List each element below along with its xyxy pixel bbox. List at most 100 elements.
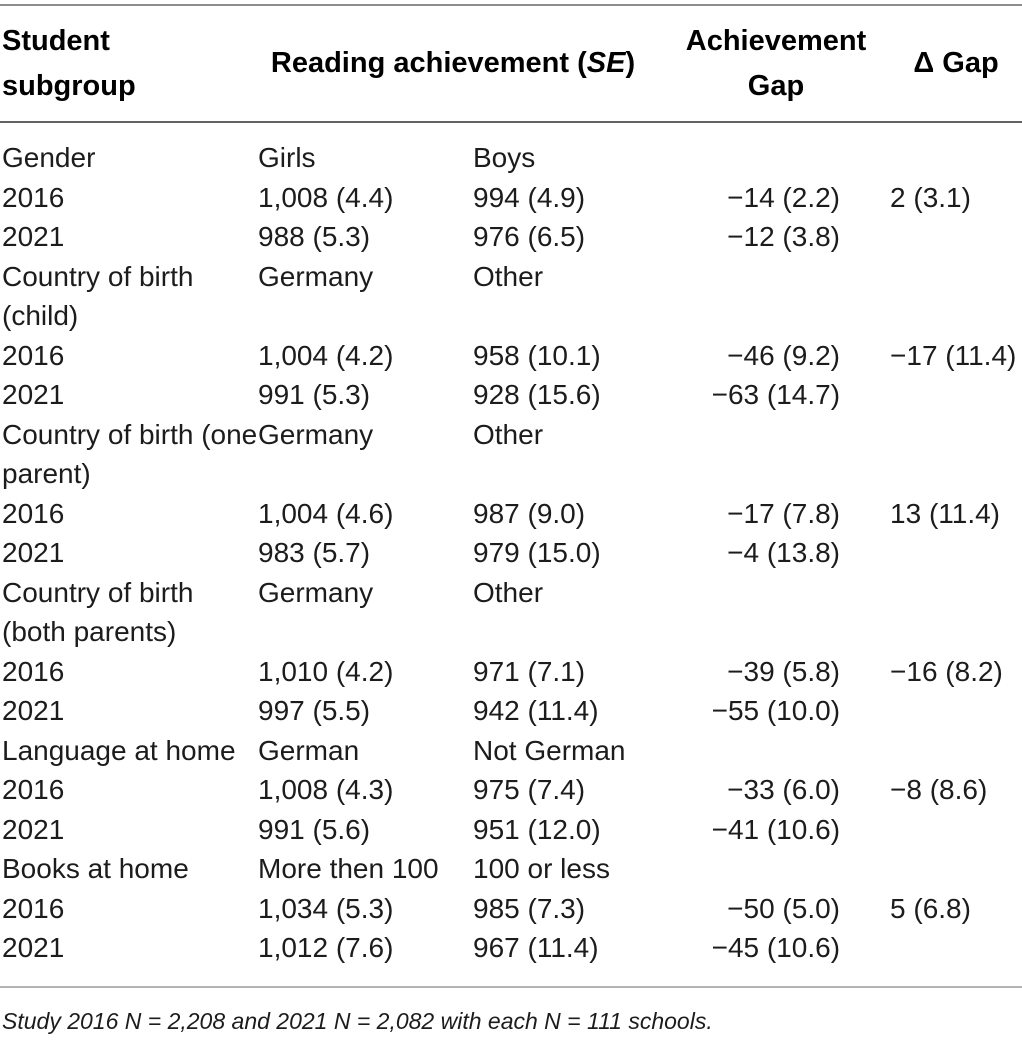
- table-cell-c4: −41 (10.6): [711, 813, 841, 845]
- results-table: Student subgroup Reading achievement (SE…: [0, 4, 1022, 968]
- table-cell-c5: −17 (11.4): [890, 339, 1017, 371]
- table-cell-c3: 928 (15.6): [473, 379, 601, 410]
- table-row: 2016 1,004 (4.6) 987 (9.0) −17 (7.8) 13 (11.…: [0, 494, 1022, 534]
- table-cell-c4: [648, 257, 840, 336]
- table-cell-c1: 2021: [2, 379, 65, 410]
- table-cell-c2: 1,034 (5.3): [258, 892, 394, 924]
- table-cell-c3: 967 (11.4): [473, 932, 599, 963]
- table-cell-c3: 979 (15.0): [473, 537, 601, 568]
- table-cell-c2: More then 100: [258, 853, 439, 884]
- table-cell-c4: −12 (3.8): [727, 221, 841, 252]
- table-cell-c4: [648, 849, 840, 889]
- table-cell-c3: 951 (12.0): [473, 813, 601, 845]
- table-cell-c4: −14 (2.2): [727, 181, 841, 213]
- table-header: Student subgroup Reading achievement (SE…: [0, 5, 1022, 122]
- table-cell-c1: 2021: [2, 695, 65, 726]
- table-cell-c2: Girls: [258, 142, 316, 173]
- table-cell-c5: [840, 928, 1022, 968]
- table-cell-c4: −33 (6.0): [727, 774, 841, 805]
- table-cell-c4: −45 (10.6): [711, 932, 841, 963]
- table-cell-c5: 13 (11.4): [890, 497, 1001, 529]
- table-cell-c2: 988 (5.3): [258, 221, 371, 252]
- table-cell-c5: [840, 217, 1022, 257]
- header-achievement-gap-label: Achievement Gap: [685, 24, 867, 102]
- table-cell-c1: 2016: [2, 181, 65, 213]
- table-cell-c3: Other: [473, 418, 544, 450]
- table-row: 2021 1,012 (7.6) 967 (11.4) −45 (10.6): [0, 928, 1022, 968]
- table-cell-c2: 1,008 (4.4): [258, 181, 394, 213]
- table-cell-c1: 2016: [2, 774, 65, 805]
- table-cell-c2: 991 (5.3): [258, 379, 371, 410]
- header-delta-gap: Δ Gap: [840, 5, 1022, 122]
- table-cell-c2: 1,004 (4.6): [258, 497, 394, 529]
- table-row: 2021 991 (5.6) 951 (12.0) −41 (10.6): [0, 810, 1022, 850]
- table-cell-c2: German: [258, 734, 360, 766]
- table-row: 2021 988 (5.3) 976 (6.5) −12 (3.8): [0, 217, 1022, 257]
- table-cell-c1: 2021: [2, 813, 65, 845]
- table-cell-c3: Other: [473, 576, 544, 608]
- table-cell-c2: 1,012 (7.6): [258, 932, 394, 963]
- table-row: 2016 1,034 (5.3) 985 (7.3) −50 (5.0) 5 (6.8): [0, 889, 1022, 929]
- table-cell-c5: [840, 415, 1022, 494]
- table-body: Gender Girls Boys 2016 1,008 (4.4) 994 (4.9) −…: [0, 122, 1022, 968]
- table-cell-c3: 987 (9.0): [473, 497, 586, 529]
- table-cell-c3: Other: [473, 260, 544, 292]
- table-cell-c2: 1,010 (4.2): [258, 655, 394, 687]
- table-cell-c4: −63 (14.7): [711, 379, 841, 410]
- table-cell-c3: 100 or less: [473, 853, 610, 884]
- table-cell-c1: Gender: [2, 142, 96, 173]
- table-cell-c1: 2016: [2, 339, 65, 371]
- table-row: 2021 997 (5.5) 942 (11.4) −55 (10.0): [0, 691, 1022, 731]
- table-cell-c3: Boys: [473, 142, 536, 173]
- table-cell-c5: 2 (3.1): [890, 181, 971, 213]
- table-cell-c1: Country of birth (one parent): [2, 418, 258, 490]
- table-cell-c1: 2016: [2, 892, 65, 924]
- table-cell-c2: 991 (5.6): [258, 813, 371, 845]
- table-cell-c3: Not German: [473, 734, 626, 766]
- table-cell-c2: 983 (5.7): [258, 537, 371, 568]
- table-cell-c5: [840, 691, 1022, 731]
- table-cell-c5: [840, 257, 1022, 336]
- table-cell-c5: 5 (6.8): [890, 892, 971, 924]
- table-cell-c1: 2016: [2, 497, 65, 529]
- table-cell-c5: [840, 375, 1022, 415]
- header-delta-gap-label: Δ Gap: [913, 47, 999, 79]
- table-cell-c5: [840, 731, 1022, 771]
- table-cell-c4: −46 (9.2): [727, 339, 841, 371]
- table-cell-c1: 2021: [2, 221, 65, 252]
- table-cell-c4: [648, 573, 840, 652]
- table-cell-c5: [840, 573, 1022, 652]
- table-cell-c2: 997 (5.5): [258, 695, 371, 726]
- table-row: 2016 1,008 (4.3) 975 (7.4) −33 (6.0) −8 (8.6…: [0, 770, 1022, 810]
- header-reading-achievement: Reading achievement (SE): [258, 5, 648, 122]
- header-reading-text: Reading achievement (: [270, 47, 587, 79]
- table-cell-c4: [648, 731, 840, 771]
- table-cell-c3: 975 (7.4): [473, 774, 586, 805]
- table-cell-c4: −55 (10.0): [711, 695, 841, 726]
- table-cell-c4: −17 (7.8): [727, 497, 841, 529]
- table-cell-c4: −39 (5.8): [727, 655, 841, 687]
- header-reading-close: ): [625, 47, 636, 79]
- table-row: Country of birth (one parent) Germany Othe…: [0, 415, 1022, 494]
- table-cell-c2: Germany: [258, 418, 374, 450]
- table-cell-c1: Books at home: [2, 853, 189, 884]
- table-cell-c5: [840, 122, 1022, 178]
- table-row: Country of birth (both parents) Germany Ot…: [0, 573, 1022, 652]
- table-cell-c3: 971 (7.1): [473, 655, 586, 687]
- table-cell-c2: Germany: [258, 260, 374, 292]
- table-row: 2021 991 (5.3) 928 (15.6) −63 (14.7): [0, 375, 1022, 415]
- footnote: Study 2016 N = 2,208 and 2021 N = 2,082 …: [0, 985, 1022, 1036]
- table-row: 2016 1,004 (4.2) 958 (10.1) −46 (9.2) −17 (1…: [0, 336, 1022, 376]
- table-cell-c2: 1,004 (4.2): [258, 339, 394, 371]
- table-row: 2016 1,008 (4.4) 994 (4.9) −14 (2.2) 2 (3.1): [0, 178, 1022, 218]
- table-cell-c5: [840, 849, 1022, 889]
- table-cell-c1: Country of birth (both parents): [2, 576, 194, 648]
- table-cell-c3: 976 (6.5): [473, 221, 586, 252]
- table-cell-c1: 2021: [2, 932, 65, 963]
- table-cell-c1: 2021: [2, 537, 65, 568]
- table-row: Language at home German Not German: [0, 731, 1022, 771]
- table-row: Books at home More then 100 100 or less: [0, 849, 1022, 889]
- table-cell-c3: 942 (11.4): [473, 695, 599, 726]
- table-header-row: Student subgroup Reading achievement (SE…: [0, 5, 1022, 122]
